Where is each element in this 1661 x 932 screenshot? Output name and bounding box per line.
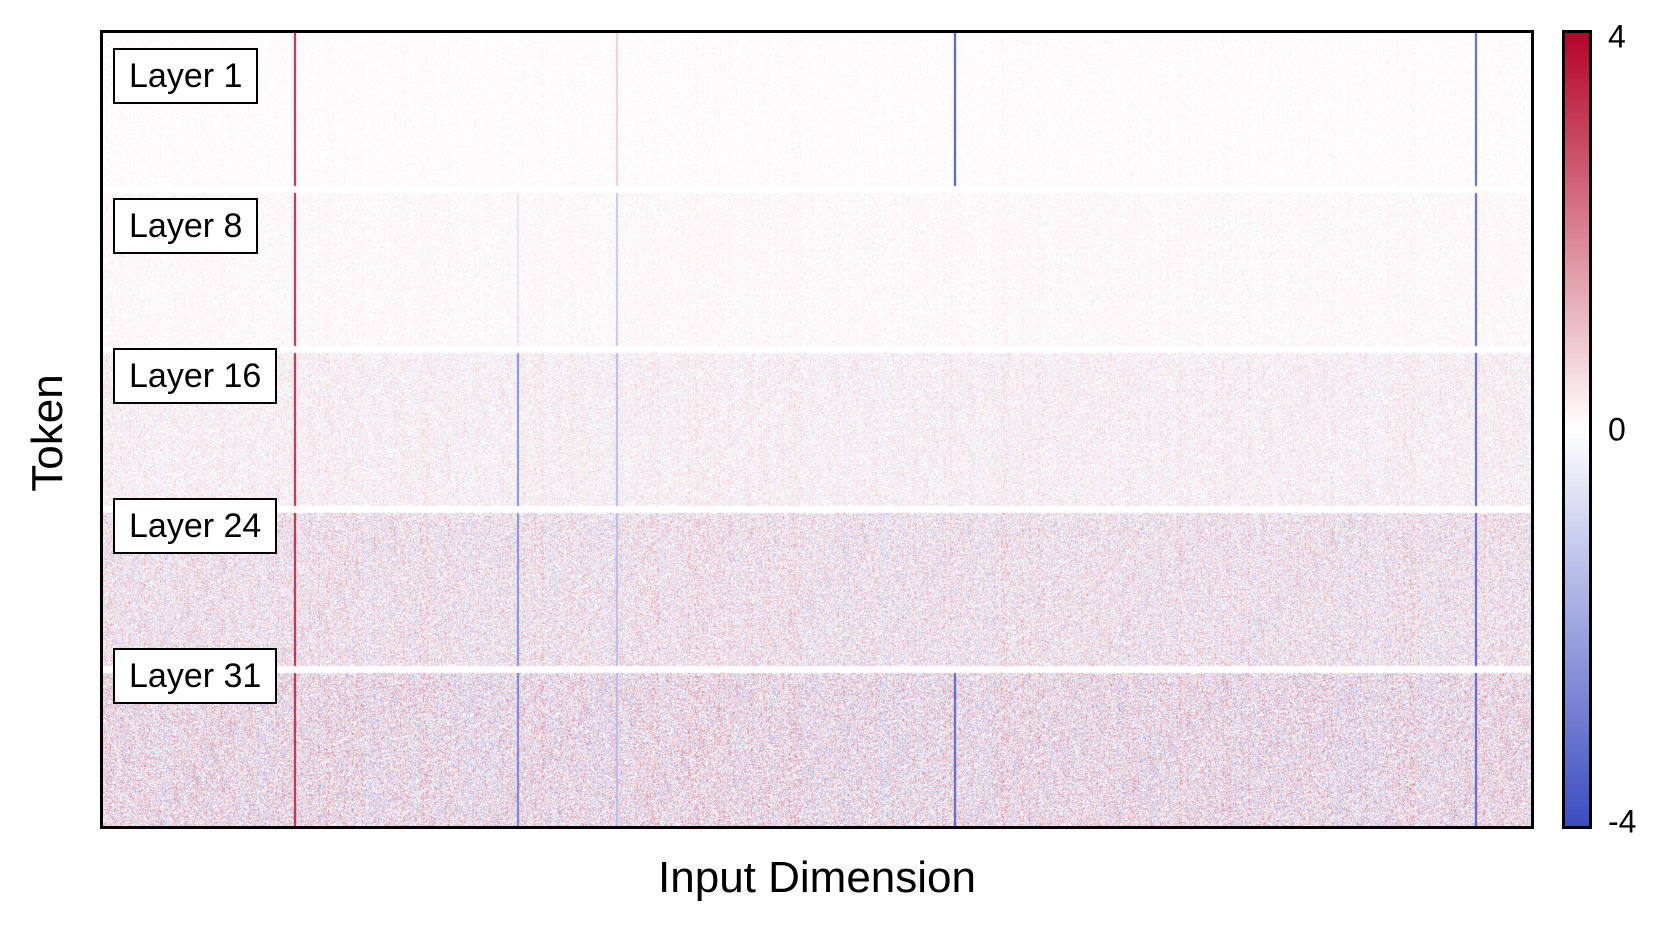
heatmap-plot-area: Layer 1 Layer 8 Layer 16 Layer 24 Layer … xyxy=(100,30,1534,829)
colorbar-tick-min: -4 xyxy=(1608,803,1637,840)
colorbar-tick-max: 4 xyxy=(1608,18,1626,55)
panel-label-layer-31: Layer 31 xyxy=(113,648,278,704)
y-axis-label: Token xyxy=(23,374,72,492)
x-axis-label: Input Dimension xyxy=(658,853,976,902)
colorbar-tick-zero: 0 xyxy=(1608,411,1626,448)
panel-label-layer-24: Layer 24 xyxy=(113,498,278,554)
panel-label-layer-1: Layer 1 xyxy=(113,48,259,104)
heatmap-canvas xyxy=(103,33,1531,826)
panel-label-layer-8: Layer 8 xyxy=(113,198,259,254)
panel-label-layer-16: Layer 16 xyxy=(113,348,278,404)
colorbar xyxy=(1562,30,1592,829)
